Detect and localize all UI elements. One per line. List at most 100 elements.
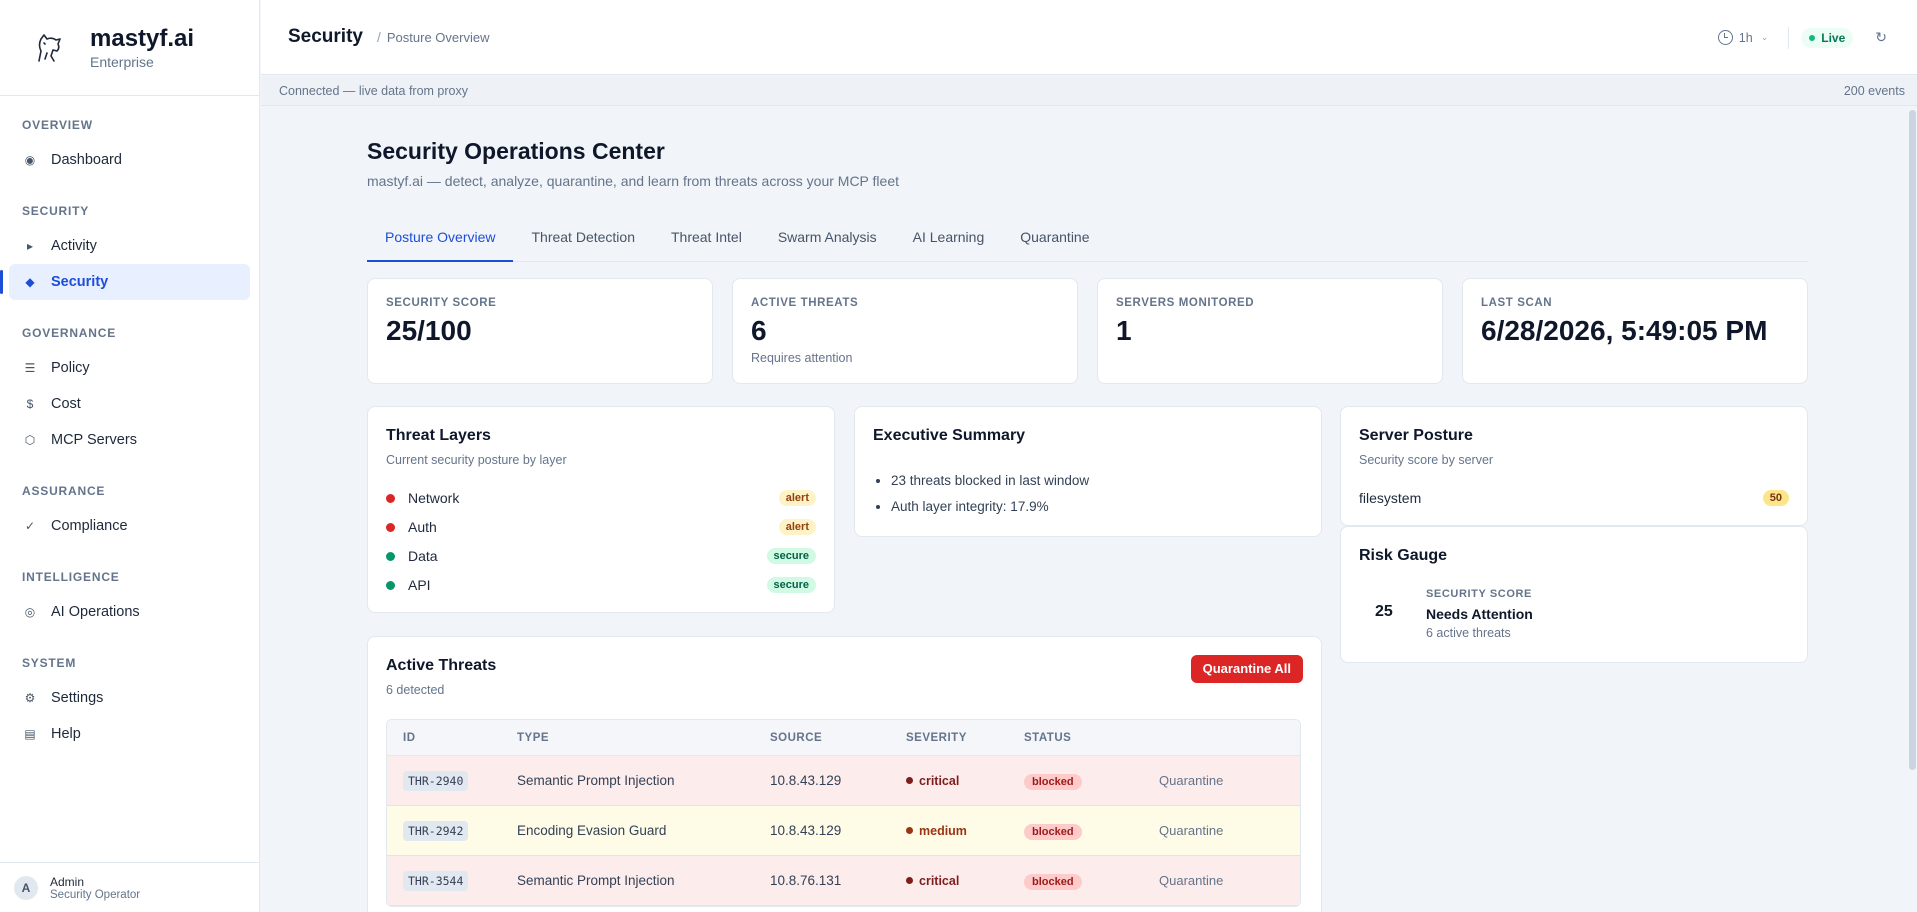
tab-threat-detection[interactable]: Threat Detection <box>531 229 635 245</box>
sidebar-item-help[interactable]: ▤ Help <box>9 716 250 752</box>
brand[interactable]: mastyf.ai Enterprise <box>0 0 259 96</box>
topbar: Security / Posture Overview 1h ⌄ Live ↻ <box>261 0 1917 75</box>
column-header-severity[interactable]: SEVERITY <box>906 731 967 744</box>
cell-status: blocked <box>1024 773 1159 790</box>
card-title: Active Threats <box>386 657 497 674</box>
event-count: 200 events <box>1843 83 1905 98</box>
nav-section-label: SYSTEM <box>22 656 77 670</box>
severity-dot-icon <box>906 827 913 834</box>
table-header: ID TYPE SOURCE SEVERITY STATUS <box>387 720 1300 756</box>
server-row[interactable]: filesystem 50 <box>1359 488 1789 508</box>
scrollbar-thumb[interactable] <box>1909 110 1916 770</box>
executive-summary-card: Executive Summary 23 threats blocked in … <box>854 406 1322 537</box>
status-badge: alert <box>778 490 816 506</box>
sidebar-nav: OVERVIEW ◉ Dashboard SECURITY ▸ Activity… <box>0 96 259 752</box>
quarantine-button[interactable]: Quarantine <box>1159 823 1224 838</box>
sidebar-item-ai-operations[interactable]: ◎ AI Operations <box>9 594 250 630</box>
sidebar-item-label: Compliance <box>51 518 128 534</box>
tab-threat-intel[interactable]: Threat Intel <box>670 229 742 245</box>
live-status-badge: Live <box>1801 27 1854 48</box>
gear-icon: ⚙ <box>24 691 36 705</box>
tab-ai-learning[interactable]: AI Learning <box>912 229 985 245</box>
sidebar-item-security[interactable]: ◆ Security <box>0 264 250 300</box>
card-title: Executive Summary <box>873 427 1026 444</box>
nav-section-label: ASSURANCE <box>22 484 106 498</box>
stat-label: SERVERS MONITORED <box>1116 297 1255 309</box>
threat-id: THR-3544 <box>403 871 469 891</box>
live-label: Live <box>1821 30 1846 45</box>
dashboard-icon: ◉ <box>24 153 36 167</box>
risk-gauge-card: Risk Gauge 25 SECURITY SCORE Needs Atten… <box>1340 526 1808 663</box>
sidebar-item-label: Dashboard <box>51 152 122 168</box>
user-role: Security Operator <box>50 888 141 901</box>
threats-table: ID TYPE SOURCE SEVERITY STATUS THR-2940 … <box>386 719 1301 907</box>
sidebar-item-mcp-servers[interactable]: ⬡ MCP Servers <box>9 422 250 458</box>
cell-source: 10.8.43.129 <box>770 823 842 838</box>
sidebar-item-label: Activity <box>51 238 97 254</box>
cell-id: THR-2942 <box>387 821 517 841</box>
sidebar-item-dashboard[interactable]: ◉ Dashboard <box>9 142 250 178</box>
tab-swarm-analysis[interactable]: Swarm Analysis <box>777 229 877 245</box>
table-row[interactable]: THR-2940 Semantic Prompt Injection 10.8.… <box>387 756 1300 806</box>
status-badge: alert <box>778 519 816 535</box>
stat-value: 1 <box>1116 315 1132 346</box>
quarantine-button[interactable]: Quarantine <box>1159 773 1224 788</box>
stat-card-active-threats: ACTIVE THREATS 6 Requires attention <box>732 278 1078 384</box>
cell-status: blocked <box>1024 823 1159 840</box>
sidebar-item-activity[interactable]: ▸ Activity <box>9 228 250 264</box>
tab-bar: Posture Overview Threat Detection Threat… <box>367 220 1808 262</box>
column-header-status[interactable]: STATUS <box>1024 731 1072 744</box>
column-header-source[interactable]: SOURCE <box>770 731 823 744</box>
nav-group-governance: GOVERNANCE ☰ Policy $ Cost ⬡ MCP Servers <box>0 326 259 458</box>
cell-severity: medium <box>906 824 1024 838</box>
status-badge: secure <box>766 548 816 564</box>
cell-id: THR-3544 <box>387 871 517 891</box>
tab-quarantine[interactable]: Quarantine <box>1020 229 1090 245</box>
card-subtitle: 6 detected <box>386 683 445 697</box>
stat-label: LAST SCAN <box>1481 297 1553 309</box>
table-row[interactable]: THR-2942 Encoding Evasion Guard 10.8.43.… <box>387 806 1300 856</box>
stat-card-security-score: SECURITY SCORE 25/100 <box>367 278 713 384</box>
column-header-type[interactable]: TYPE <box>517 731 550 744</box>
column-header-id[interactable]: ID <box>403 731 416 744</box>
threat-layers-card: Threat Layers Current security posture b… <box>367 406 835 613</box>
layer-row-api: API secure <box>386 575 816 595</box>
stat-label: ACTIVE THREATS <box>751 297 859 309</box>
brand-name: mastyf.ai <box>90 24 195 52</box>
user-name: Admin <box>50 874 85 889</box>
hexagon-icon: ⬡ <box>24 433 36 447</box>
table-row[interactable]: THR-3544 Semantic Prompt Injection 10.8.… <box>387 856 1300 906</box>
connection-status-bar: Connected — live data from proxy 200 eve… <box>261 76 1917 106</box>
sidebar-item-label: Policy <box>51 360 90 376</box>
sidebar: mastyf.ai Enterprise OVERVIEW ◉ Dashboar… <box>0 0 260 912</box>
tab-posture-overview[interactable]: Posture Overview <box>367 220 514 262</box>
cell-type: Semantic Prompt Injection <box>517 873 675 888</box>
layer-name: Network <box>408 490 460 506</box>
threat-id: THR-2942 <box>403 821 469 841</box>
summary-list: 23 threats blocked in last window Auth l… <box>891 468 1089 520</box>
threat-id: THR-2940 <box>403 771 469 791</box>
sidebar-item-compliance[interactable]: ✓ Compliance <box>9 508 250 544</box>
clock-icon <box>1717 30 1733 45</box>
sidebar-item-settings[interactable]: ⚙ Settings <box>9 680 250 716</box>
shield-icon: ◆ <box>25 275 35 289</box>
severity-indicator: critical <box>906 774 1024 788</box>
quarantine-button[interactable]: Quarantine <box>1159 873 1224 888</box>
stat-label: SECURITY SCORE <box>386 297 497 309</box>
stat-value: 25/100 <box>386 315 472 346</box>
status-badge: blocked <box>1024 774 1082 790</box>
cell-severity: critical <box>906 874 1024 888</box>
topbar-controls: 1h ⌄ Live ↻ <box>1717 0 1887 75</box>
layer-row-network: Network alert <box>386 488 816 508</box>
user-menu[interactable]: A Admin Security Operator <box>0 862 260 912</box>
sidebar-item-cost[interactable]: $ Cost <box>9 386 250 422</box>
time-range-select[interactable]: 1h ⌄ <box>1717 30 1768 45</box>
sidebar-item-policy[interactable]: ☰ Policy <box>9 350 250 386</box>
live-dot-icon <box>1809 34 1816 41</box>
refresh-icon[interactable]: ↻ <box>1875 29 1887 45</box>
activity-icon: ▸ <box>26 239 34 253</box>
nav-group-overview: OVERVIEW ◉ Dashboard <box>0 118 259 178</box>
sidebar-item-label: Help <box>51 726 81 742</box>
quarantine-all-button[interactable]: Quarantine All <box>1190 655 1303 683</box>
sidebar-item-label: Security <box>51 274 109 290</box>
